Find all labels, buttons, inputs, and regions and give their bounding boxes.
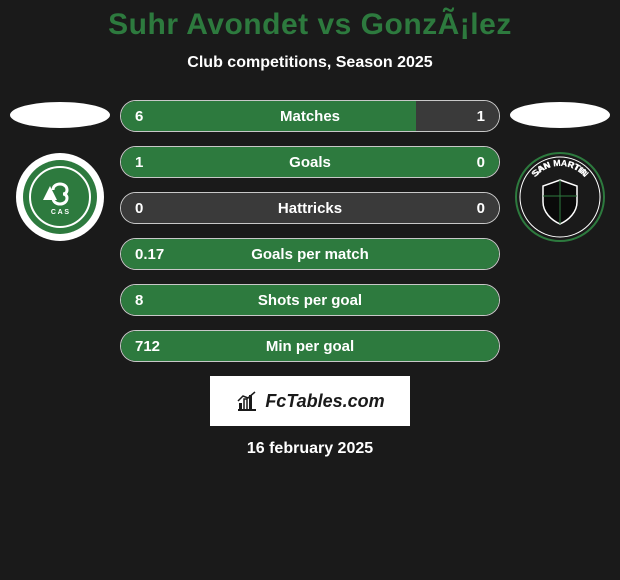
left-club-badge-icon: C A S [15,152,105,242]
stat-row: 712 Min per goal [120,330,500,362]
right-club-badge: SAN MARTIN SAN MARTIN [515,152,605,242]
stat-left-value: 6 [135,108,143,125]
chart-icon [235,389,259,413]
stat-label: Matches [280,108,340,125]
page-subtitle: Club competitions, Season 2025 [0,54,620,72]
stat-label: Goals per match [251,246,369,263]
left-player-ellipse [10,102,110,128]
stat-right-value: 0 [477,200,485,217]
branding-box[interactable]: FcTables.com [210,376,410,426]
stat-left-value: 0 [135,200,143,217]
stats-column: 6 Matches 1 1 Goals 0 0 Hattricks 0 0.17 Goals per… [120,100,500,362]
stat-left-value: 8 [135,292,143,309]
stat-fill-right [416,101,499,131]
stat-row: 6 Matches 1 [120,100,500,132]
right-badge-column: SAN MARTIN SAN MARTIN [500,100,620,242]
footer-date: 16 february 2025 [0,440,620,458]
page-title: Suhr Avondet vs GonzÃ¡lez [0,8,620,42]
stat-right-value: 1 [477,108,485,125]
stat-row: 0.17 Goals per match [120,238,500,270]
stat-fill-left [121,101,416,131]
stat-left-value: 0.17 [135,246,164,263]
stat-label: Min per goal [266,338,354,355]
stat-left-value: 1 [135,154,143,171]
main-row: C A S 6 Matches 1 1 Goals 0 0 Hattricks 0 0.17 Goa… [0,100,620,362]
branding-text: FcTables.com [265,391,384,412]
right-club-badge-icon: SAN MARTIN SAN MARTIN [515,152,605,242]
stat-label: Hattricks [278,200,342,217]
left-badge-column: C A S [0,100,120,242]
svg-text:C A S: C A S [51,209,69,216]
infographic-container: Suhr Avondet vs GonzÃ¡lez Club competiti… [0,0,620,458]
stat-row: 0 Hattricks 0 [120,192,500,224]
right-player-ellipse [510,102,610,128]
stat-row: 8 Shots per goal [120,284,500,316]
left-club-badge: C A S [15,152,105,242]
stat-right-value: 0 [477,154,485,171]
stat-label: Shots per goal [258,292,362,309]
stat-row: 1 Goals 0 [120,146,500,178]
stat-label: Goals [289,154,331,171]
stat-left-value: 712 [135,338,160,355]
